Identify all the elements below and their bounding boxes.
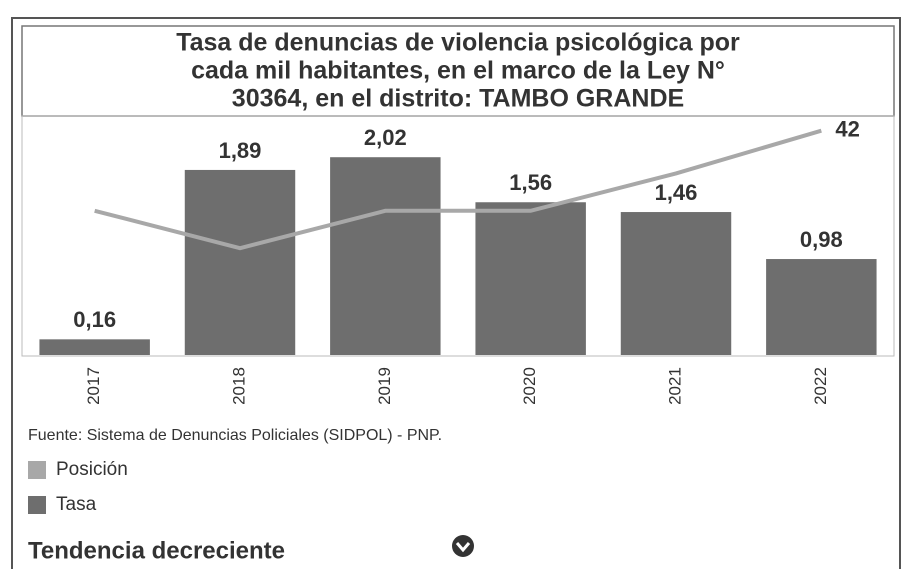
chart-title: cada mil habitantes, en el marco de la L… xyxy=(191,57,725,85)
legend-swatch xyxy=(28,461,46,479)
trend-icon xyxy=(452,535,474,557)
bar xyxy=(330,157,441,355)
legend-label: Posición xyxy=(56,459,128,480)
chart-title: 30364, en el distrito: TAMBO GRANDE xyxy=(232,85,684,113)
x-tick-label: 2018 xyxy=(229,367,248,405)
x-tick-label: 2019 xyxy=(375,367,394,405)
x-tick-label: 2017 xyxy=(84,367,103,405)
data-label: 42 xyxy=(835,116,859,141)
bar xyxy=(620,212,732,355)
source: Fuente: Sistema de Denuncias Policiales … xyxy=(28,427,442,444)
line xyxy=(94,128,822,251)
x-tick-label: 2022 xyxy=(811,367,830,405)
x-tick-label: 2021 xyxy=(665,367,684,405)
x-tick-label: 2020 xyxy=(520,367,539,405)
bar xyxy=(766,259,877,355)
data-label: 0,98 xyxy=(800,227,843,252)
data-label: 2,02 xyxy=(364,125,407,150)
legend-swatch xyxy=(28,496,46,514)
bar xyxy=(475,202,586,355)
data-label: 1,89 xyxy=(219,138,262,163)
data-label: 0,16 xyxy=(73,307,116,332)
data-label: 1,46 xyxy=(655,180,698,205)
frame xyxy=(11,17,901,569)
plot-area xyxy=(21,115,895,357)
legend-label: Tasa xyxy=(56,494,97,515)
data-label: 1,56 xyxy=(509,170,552,195)
trend: Tendencia decreciente xyxy=(28,537,285,564)
bar xyxy=(39,339,150,355)
chart-title: Tasa de denuncias de violencia psicológi… xyxy=(176,29,740,57)
bar xyxy=(184,169,296,355)
